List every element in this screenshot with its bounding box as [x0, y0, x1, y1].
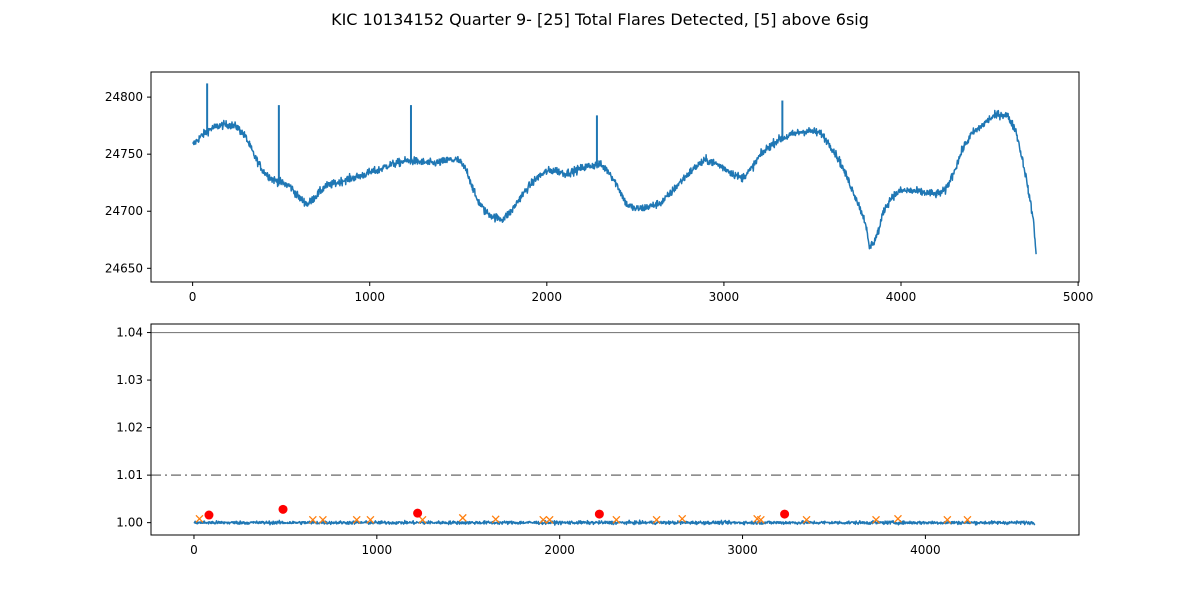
flare-marker: [545, 515, 554, 524]
top-y-ticks: 24650 24700 24750 24800: [105, 90, 151, 275]
bottom-y-ticks: 1.00 1.01 1.02 1.03 1.04: [116, 326, 151, 530]
top-x-tick-label: 5000: [1063, 290, 1094, 304]
flare-marker: [872, 515, 880, 524]
flare-marker: [756, 515, 765, 524]
flare-marker: [894, 514, 902, 523]
strong-flare-marker: [278, 504, 288, 514]
flare-markers: [195, 513, 972, 524]
top-x-ticks: 0 1000 2000 3000 4000 5000: [189, 282, 1094, 304]
flare-marker: [678, 514, 687, 523]
strong-flare-marker: [780, 509, 790, 519]
top-x-tick-label: 1000: [354, 290, 385, 304]
flare-marker: [195, 514, 204, 523]
flare-marker: [802, 515, 811, 524]
strong-flare-markers: [204, 504, 790, 520]
bottom-x-tick-label: 1000: [362, 543, 393, 557]
top-y-tick-label: 24650: [105, 261, 143, 275]
bottom-y-tick-label: 1.00: [116, 516, 143, 530]
flare-marker: [308, 515, 317, 524]
flare-marker: [963, 515, 972, 524]
top-y-tick-label: 24750: [105, 147, 143, 161]
bottom-x-ticks: 0 1000 2000 3000 4000: [190, 535, 941, 557]
bottom-y-tick-label: 1.01: [116, 468, 143, 482]
bottom-y-tick-label: 1.02: [116, 421, 143, 435]
bottom-y-tick-label: 1.03: [116, 373, 143, 387]
flare-marker: [458, 513, 467, 522]
strong-flare-marker: [204, 510, 214, 520]
flare-marker: [418, 515, 427, 524]
top-x-tick-label: 4000: [886, 290, 917, 304]
top-flux-line: [192, 109, 1037, 255]
flare-marker: [652, 515, 661, 524]
flare-marker: [318, 515, 327, 524]
top-y-tick-label: 24800: [105, 90, 143, 104]
flare-marker: [539, 515, 548, 524]
top-y-tick-label: 24700: [105, 204, 143, 218]
strong-flare-marker: [413, 508, 423, 518]
figure-title: KIC 10134152 Quarter 9- [25] Total Flare…: [331, 10, 869, 29]
flare-marker: [366, 515, 375, 524]
bottom-x-tick-label: 3000: [727, 543, 758, 557]
top-spikes: [206, 83, 784, 182]
flare-marker: [491, 515, 500, 524]
flare-marker: [612, 515, 621, 524]
top-panel: 0 1000 2000 3000 4000 5000 24650 24700 24750 248…: [105, 71, 1094, 304]
top-x-tick-label: 0: [189, 290, 197, 304]
bottom-y-tick-label: 1.04: [116, 326, 143, 340]
flare-marker: [943, 515, 952, 524]
bottom-x-tick-label: 4000: [910, 543, 941, 557]
bottom-axes-frame: [150, 323, 1080, 536]
strong-flare-marker: [594, 509, 604, 519]
bottom-x-tick-label: 0: [190, 543, 198, 557]
flare-marker: [352, 515, 361, 524]
top-x-tick-label: 2000: [532, 290, 563, 304]
bottom-x-tick-label: 2000: [544, 543, 575, 557]
top-axes-frame: [150, 71, 1080, 283]
top-x-tick-label: 3000: [709, 290, 740, 304]
bottom-panel: 0 1000 2000 3000 4000 1.00 1.01 1.02 1.03 1.04: [116, 323, 1080, 557]
